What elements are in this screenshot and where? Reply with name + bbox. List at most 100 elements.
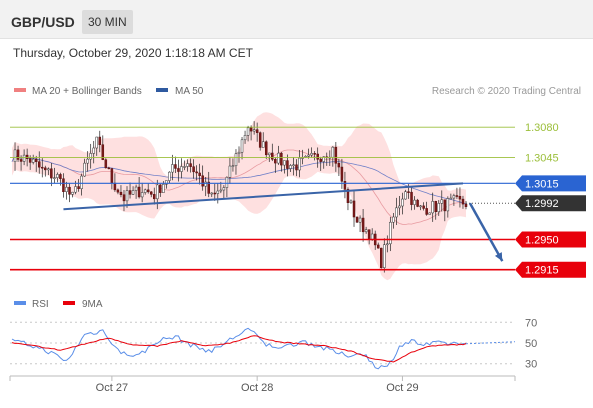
candle xyxy=(274,157,277,173)
ma50-legend-label: MA 50 xyxy=(175,86,204,97)
candle-body xyxy=(183,166,186,168)
projection-arrow-line xyxy=(468,202,504,262)
candle-body xyxy=(134,186,138,191)
candle-body xyxy=(31,158,35,163)
candle xyxy=(461,195,465,209)
time-tick-label: Oct 27 xyxy=(96,382,128,394)
level-label: 1.2992 xyxy=(525,198,559,210)
candle xyxy=(255,122,259,142)
candle xyxy=(383,238,386,273)
candle-body xyxy=(295,164,298,171)
candle xyxy=(122,189,126,212)
candle xyxy=(355,216,359,224)
candle-body xyxy=(355,216,359,223)
candle-body xyxy=(413,199,416,205)
candle-body xyxy=(286,160,289,169)
candle-body xyxy=(107,167,111,170)
candle-body xyxy=(225,177,229,188)
candle xyxy=(437,200,441,216)
level-resistance: 1.3080 xyxy=(10,122,559,134)
candle-body xyxy=(86,158,89,164)
candle-body xyxy=(234,153,238,167)
candle xyxy=(116,188,120,195)
candle xyxy=(410,187,413,211)
candle-body xyxy=(22,154,26,162)
candle-body xyxy=(153,194,156,200)
candle xyxy=(86,151,89,172)
candle-body xyxy=(364,229,368,233)
candle xyxy=(168,171,171,184)
candle-body xyxy=(19,159,23,162)
candle-body xyxy=(231,165,235,168)
candle xyxy=(186,159,189,172)
candle xyxy=(455,187,459,199)
candle-body xyxy=(246,127,250,136)
candle xyxy=(131,186,135,195)
candle-body xyxy=(271,152,274,160)
candle-body xyxy=(68,186,71,195)
level-label: 1.2915 xyxy=(525,265,559,277)
candle xyxy=(240,137,244,160)
candle-body xyxy=(128,190,132,195)
candle xyxy=(310,147,313,158)
candle xyxy=(47,167,50,176)
candle-body xyxy=(131,190,135,195)
candle-body xyxy=(37,161,41,168)
candle xyxy=(101,135,105,161)
candle xyxy=(119,185,123,198)
candle-body xyxy=(277,152,280,164)
candle xyxy=(137,176,141,199)
candle-body xyxy=(101,144,105,160)
candle-body xyxy=(376,244,380,249)
ma50-legend-swatch xyxy=(156,88,168,92)
candle xyxy=(53,167,56,184)
candle xyxy=(95,136,98,156)
candle-body xyxy=(340,166,344,182)
candle xyxy=(289,164,292,172)
candle-body xyxy=(395,207,398,218)
candle-body xyxy=(122,194,126,202)
candle-body xyxy=(41,166,44,169)
rsi-line xyxy=(11,327,467,370)
candle xyxy=(292,157,295,176)
candle-body xyxy=(452,195,456,199)
candle-body xyxy=(149,191,153,195)
price-levels: 1.3080 1.3045 1.3015 1.2992 1.2950 1.2915 xyxy=(10,122,586,278)
timeframe-badge[interactable]: 30 MIN xyxy=(82,10,133,34)
chart-header: GBP/USD 30 MIN xyxy=(0,0,593,39)
candle-body xyxy=(416,199,419,207)
candle xyxy=(44,165,47,177)
candle xyxy=(258,131,262,151)
candle-body xyxy=(258,132,262,148)
level-support: 1.2915 xyxy=(10,261,586,278)
candle xyxy=(92,140,95,164)
candle xyxy=(104,158,108,169)
candle xyxy=(89,143,92,169)
candle-body xyxy=(425,208,428,215)
candle xyxy=(128,182,132,199)
candle xyxy=(210,192,214,197)
rsi-ma-legend-swatch xyxy=(63,301,75,305)
candle xyxy=(183,160,186,171)
candle xyxy=(146,183,150,194)
candle xyxy=(352,191,356,227)
candle-body xyxy=(180,166,183,172)
candle-body xyxy=(237,151,241,154)
candle-body xyxy=(337,163,341,168)
level-tag xyxy=(515,231,586,248)
candle-body xyxy=(222,187,226,191)
candle-body xyxy=(392,216,395,223)
candle-body xyxy=(419,205,422,208)
candle xyxy=(159,184,162,197)
candle xyxy=(307,148,310,159)
candle xyxy=(71,191,74,198)
rsi-legend: RSI 9MA xyxy=(14,299,103,310)
candle-body xyxy=(213,192,217,195)
candle-body xyxy=(401,198,404,207)
candle-body xyxy=(74,186,77,193)
candle-body xyxy=(352,200,356,218)
level-support: 1.2950 xyxy=(10,231,586,248)
candle-body xyxy=(80,175,83,189)
candle xyxy=(19,155,23,171)
candle xyxy=(41,158,44,178)
